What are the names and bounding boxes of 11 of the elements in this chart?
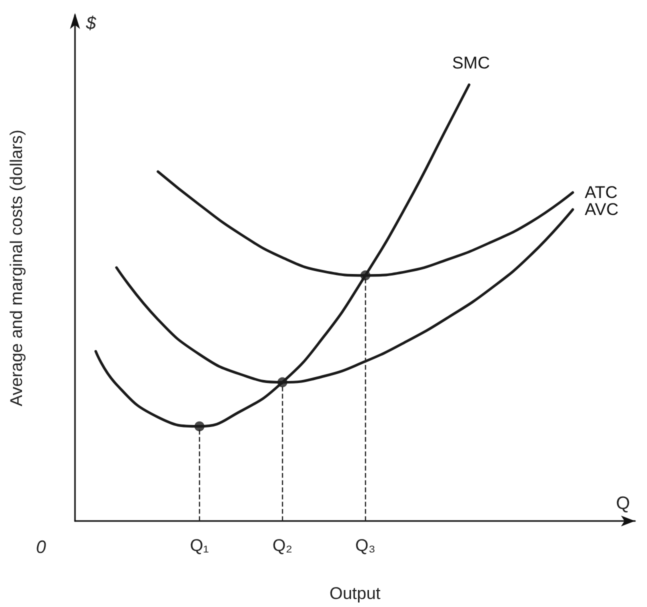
x-tick-label: Q₁ <box>190 536 210 555</box>
text: 0 <box>36 537 46 557</box>
x-tick-label: Q₃ <box>355 536 376 555</box>
y-axis-title: Average and marginal costs (dollars) <box>7 130 26 406</box>
x-axis-title: Output <box>329 584 381 603</box>
x-tick-label: Q₂ <box>272 536 292 555</box>
text: $ <box>85 13 97 33</box>
annotation: Q <box>616 493 630 513</box>
series-label: SMC <box>452 53 490 72</box>
series-label: AVC <box>584 200 618 220</box>
series-label: ATC <box>584 183 618 202</box>
